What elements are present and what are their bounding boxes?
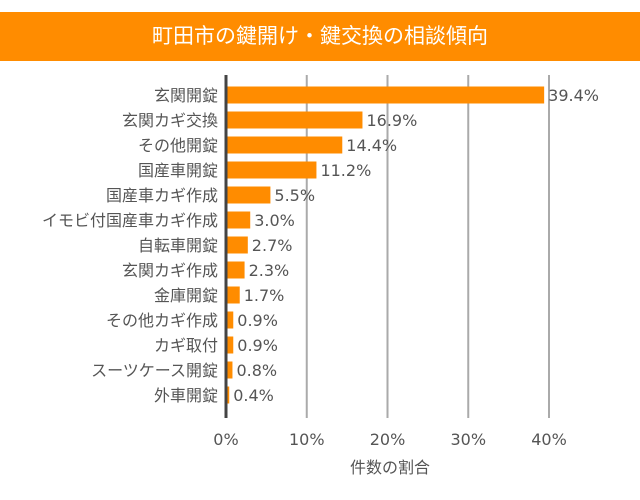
data-label: 0.9% [237,336,278,355]
data-label: 2.7% [252,236,293,255]
x-tick-label: 40% [531,430,567,449]
x-tick-label: 20% [370,430,406,449]
bar [226,286,240,304]
data-label: 14.4% [346,136,397,155]
data-label: 2.3% [249,261,290,280]
bar [226,386,230,404]
category-label: 国産車開錠 [138,161,218,180]
category-label: 外車開錠 [154,386,218,405]
data-label: 5.5% [274,186,315,205]
x-axis-title: 件数の割合 [350,458,430,477]
bar [226,211,251,229]
x-tick-label: 30% [450,430,486,449]
data-label: 39.4% [548,86,599,105]
x-tick-label: 10% [289,430,325,449]
data-label: 16.9% [366,111,417,130]
bar [226,161,317,179]
bar [226,186,271,204]
category-label: 金庫開錠 [154,286,218,305]
category-label: カギ取付 [154,336,218,355]
data-label: 1.7% [244,286,285,305]
data-label: 0.9% [237,311,278,330]
bar [226,336,234,354]
x-tick-label: 0% [213,430,238,449]
category-label: 玄関カギ交換 [122,111,218,130]
data-label: 0.8% [236,361,277,380]
bar [226,311,234,329]
chart-title: 町田市の鍵開け・鍵交換の相談傾向 [0,12,640,61]
category-label: 自転車開錠 [138,236,218,255]
category-label: その他カギ作成 [106,311,218,330]
bar [226,361,233,379]
category-label: その他開錠 [138,136,218,155]
bar [226,136,343,154]
category-label: 玄関カギ作成 [122,261,218,280]
category-label: イモビ付国産車カギ作成 [42,211,218,230]
bar [226,236,248,254]
data-label: 0.4% [233,386,274,405]
bar [226,86,545,104]
data-label: 3.0% [254,211,295,230]
category-label: 玄関開錠 [154,86,218,105]
category-label: 国産車カギ作成 [106,186,218,205]
category-label: スーツケース開錠 [91,361,218,380]
bar [226,111,363,129]
bar [226,261,245,279]
data-label: 11.2% [320,161,371,180]
